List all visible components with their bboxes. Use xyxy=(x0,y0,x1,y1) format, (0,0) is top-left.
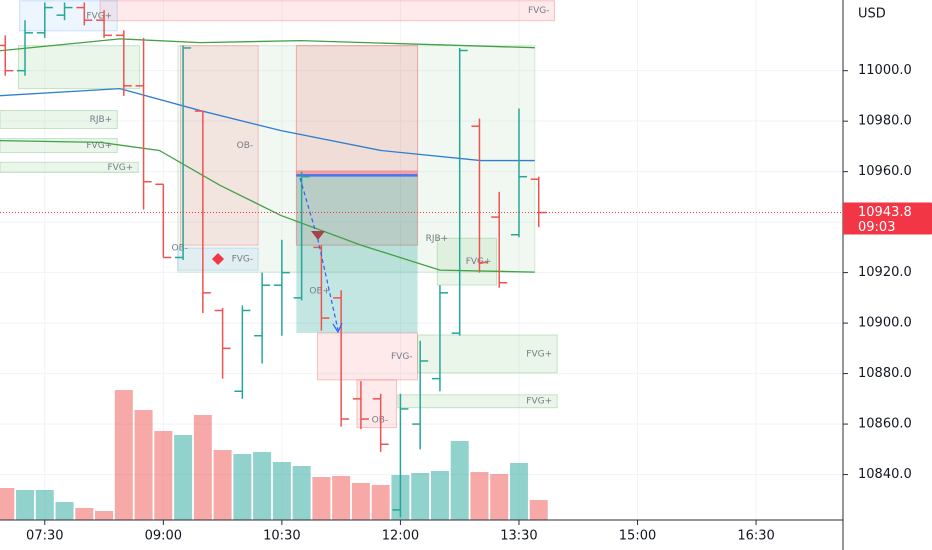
volume-layer xyxy=(0,390,548,520)
volume-bar xyxy=(95,511,114,520)
volume-bar xyxy=(529,500,548,520)
annotation: RJB+ xyxy=(426,234,449,244)
x-tick-label: 13:30 xyxy=(500,529,537,544)
zone-label: FVG+ xyxy=(526,397,552,407)
volume-bar xyxy=(332,476,351,520)
zone xyxy=(17,45,141,90)
position-stop xyxy=(296,170,418,176)
volume-bar xyxy=(450,441,469,520)
volume-bar xyxy=(430,471,449,520)
zone-label: OB- xyxy=(237,141,254,151)
axis-unit: USD xyxy=(858,7,886,22)
volume-bar xyxy=(351,483,370,520)
axes: USD 10840.0 10860.0 10880.0 10900.0 10920.0 1… xyxy=(0,0,912,550)
ma-line xyxy=(0,87,535,162)
volume-bar xyxy=(411,473,430,520)
ma-line xyxy=(0,38,535,52)
zone xyxy=(99,0,556,22)
zone xyxy=(397,394,558,409)
volume-bar xyxy=(154,431,173,520)
zone xyxy=(417,334,558,374)
x-tick-label: 12:00 xyxy=(382,529,419,544)
annotation: OB- xyxy=(172,244,189,254)
x-tick-label: 16:30 xyxy=(737,529,774,544)
last-price: 10943.809:03 xyxy=(0,202,932,235)
y-tick-label: 10900.0 xyxy=(858,316,912,331)
y-tick-label: 10860.0 xyxy=(858,417,912,432)
y-tick-label: 10920.0 xyxy=(858,265,912,280)
zone-label: FVG+ xyxy=(86,141,112,151)
volume-bar xyxy=(233,454,252,520)
zone-label: FVG+ xyxy=(86,11,112,21)
countdown-label: 09:03 xyxy=(858,220,895,235)
zone-label: FVG+ xyxy=(526,349,552,359)
volume-bar xyxy=(193,415,212,520)
volume-bar xyxy=(174,435,193,520)
x-tick-label: 15:00 xyxy=(619,529,656,544)
x-tick-label: 10:30 xyxy=(263,529,300,544)
zone xyxy=(19,0,118,32)
zone xyxy=(436,237,498,286)
zone-label: FVG- xyxy=(391,352,413,362)
volume-bar xyxy=(470,472,489,520)
ma-line xyxy=(0,139,535,273)
ma-layer xyxy=(0,38,535,273)
zone xyxy=(0,161,139,173)
volume-bar xyxy=(292,466,311,520)
volume-bar xyxy=(0,488,15,520)
annotation: OB+ xyxy=(309,287,330,297)
zone xyxy=(177,45,536,273)
y-tick-label: 10980.0 xyxy=(858,114,912,129)
last-price-box xyxy=(843,202,932,235)
y-tick-label: 11000.0 xyxy=(858,63,912,78)
zone-label: FVG- xyxy=(528,6,550,16)
zone-label: FVG+ xyxy=(466,257,492,267)
x-tick-label: 09:00 xyxy=(145,529,182,544)
zone xyxy=(316,332,419,381)
drawing-markers xyxy=(212,177,343,334)
last-price-label: 10943.8 xyxy=(858,205,912,220)
volume-bar xyxy=(371,485,390,520)
y-tick-label: 10880.0 xyxy=(858,366,912,381)
price-layer xyxy=(0,2,547,518)
volume-bar xyxy=(312,477,331,520)
volume-bar xyxy=(490,474,509,520)
x-tick-label: 07:30 xyxy=(26,529,63,544)
zone xyxy=(0,110,118,129)
zone xyxy=(179,45,259,246)
volume-bar xyxy=(134,410,153,520)
volume-bar xyxy=(55,502,74,520)
volume-bar xyxy=(16,490,35,520)
position-target xyxy=(296,175,418,333)
diamond-marker xyxy=(212,253,224,265)
zone-label: RJB+ xyxy=(90,115,113,125)
volume-bar xyxy=(75,508,94,520)
volume-bar xyxy=(509,463,528,520)
arrow-head xyxy=(332,322,343,334)
zone-label: FVG- xyxy=(232,255,254,265)
volume-bar xyxy=(253,452,272,520)
volume-bar xyxy=(114,390,133,520)
volume-bar xyxy=(213,450,232,520)
y-tick-label: 10840.0 xyxy=(858,467,912,482)
sell-marker xyxy=(311,231,325,240)
volume-bar xyxy=(35,490,54,520)
volume-bar xyxy=(272,462,291,520)
annotation: OB- xyxy=(372,415,389,425)
y-tick-label: 10960.0 xyxy=(858,164,912,179)
zone-label: FVG+ xyxy=(107,163,133,173)
